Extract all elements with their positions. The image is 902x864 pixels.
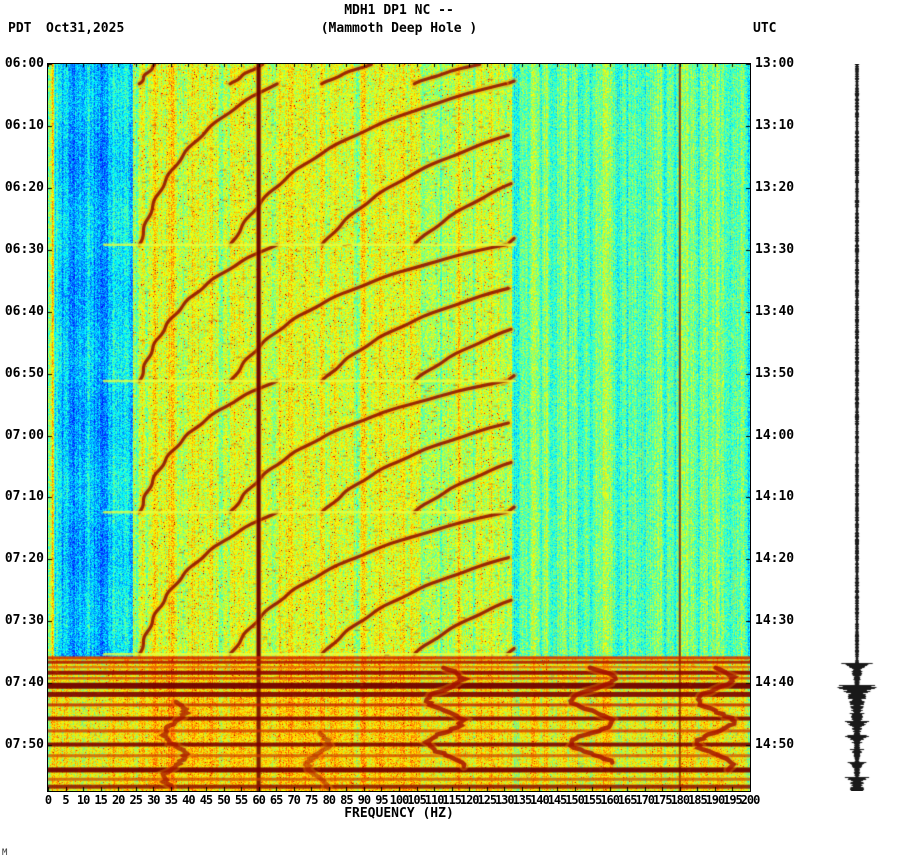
time-tick-label-pdt: 06:10 <box>4 117 44 133</box>
freq-tick-label: 130 <box>494 793 515 807</box>
freq-tick-label: 190 <box>705 793 726 807</box>
time-tick-label-utc: 14:40 <box>755 675 795 691</box>
freq-tick-label: 120 <box>459 793 480 807</box>
time-tick-label-pdt: 06:30 <box>4 241 44 257</box>
freq-tick-label: 85 <box>340 793 353 807</box>
time-tick-label-utc: 14:00 <box>755 427 795 443</box>
page-subtitle: (Mammoth Deep Hole ) <box>320 21 478 36</box>
freq-tick-label: 115 <box>442 793 462 807</box>
freq-tick-label: 105 <box>407 793 427 807</box>
freq-tick-label: 110 <box>424 793 445 807</box>
timezone-right-label: UTC <box>753 21 777 36</box>
time-tick-label-utc: 13:50 <box>755 365 795 381</box>
time-tick-label-utc: 13:00 <box>755 56 795 71</box>
freq-tick-label: 70 <box>287 793 300 807</box>
freq-tick-label: 140 <box>530 793 550 807</box>
freq-tick-label: 5 <box>62 793 69 807</box>
time-tick-label-utc: 13:40 <box>755 303 795 319</box>
time-tick-label-pdt: 06:00 <box>4 56 44 71</box>
freq-tick-label: 75 <box>305 793 318 807</box>
freq-tick-label: 165 <box>617 793 638 807</box>
corner-mark: M <box>2 848 8 858</box>
time-tick-label-pdt: 07:00 <box>4 427 44 443</box>
time-tick-label-utc: 13:30 <box>755 241 795 257</box>
time-tick-label-pdt: 07:20 <box>4 551 44 567</box>
freq-tick-label: 195 <box>723 793 743 807</box>
page-title: MDH1 DP1 NC -- <box>344 3 454 18</box>
spectrogram-canvas <box>48 64 750 791</box>
freq-tick-label: 125 <box>477 793 497 807</box>
time-tick-label-pdt: 07:10 <box>4 489 44 505</box>
freq-tick-label: 80 <box>322 793 336 807</box>
freq-tick-label: 65 <box>269 793 283 807</box>
freq-tick-label: 200 <box>740 793 761 807</box>
freq-tick-label: 150 <box>565 793 585 807</box>
date-label: Oct31,2025 <box>46 21 125 36</box>
time-tick-label-pdt: 06:20 <box>4 179 44 195</box>
freq-tick-label: 15 <box>94 793 107 807</box>
freq-tick-label: 180 <box>670 793 690 807</box>
freq-tick-label: 0 <box>44 793 52 807</box>
freq-tick-label: 95 <box>375 793 388 807</box>
freq-tick-label: 50 <box>217 793 230 807</box>
freq-tick-label: 25 <box>129 793 143 807</box>
freq-tick-label: 160 <box>600 793 620 807</box>
time-tick-label-pdt: 06:40 <box>4 303 44 319</box>
freq-tick-label: 55 <box>234 793 248 807</box>
freq-tick-label: 10 <box>76 793 90 807</box>
timezone-left-label: PDT <box>8 21 32 36</box>
freq-tick-label: 145 <box>547 793 568 807</box>
freq-tick-label: 135 <box>512 793 533 807</box>
freq-tick-label: 185 <box>688 793 708 807</box>
time-tick-label-utc: 14:10 <box>755 489 795 505</box>
time-tick-label-utc: 14:20 <box>755 551 795 567</box>
freq-tick-label: 30 <box>147 793 160 807</box>
freq-tick-label: 175 <box>652 793 673 807</box>
freq-tick-label: 100 <box>389 793 410 807</box>
freq-tick-label: 20 <box>111 793 125 807</box>
time-tick-label-pdt: 07:30 <box>4 613 44 629</box>
x-axis-title: FREQUENCY (HZ) <box>344 806 454 821</box>
time-tick-label-pdt: 06:50 <box>4 365 44 381</box>
freq-tick-label: 40 <box>182 793 195 807</box>
freq-tick-label: 60 <box>252 793 265 807</box>
seismogram-canvas <box>835 64 879 791</box>
spectrogram-plot-frame <box>47 63 751 792</box>
time-tick-label-pdt: 07:40 <box>4 675 44 691</box>
time-tick-label-utc: 13:20 <box>755 179 795 195</box>
freq-tick-label: 170 <box>635 793 655 807</box>
time-tick-label-utc: 13:10 <box>755 117 795 133</box>
time-tick-label-pdt: 07:50 <box>4 737 44 753</box>
freq-tick-label: 155 <box>582 793 603 807</box>
freq-tick-label: 90 <box>357 793 371 807</box>
freq-tick-label: 45 <box>199 793 213 807</box>
freq-tick-label: 35 <box>164 793 178 807</box>
time-tick-label-utc: 14:50 <box>755 737 795 753</box>
time-tick-label-utc: 14:30 <box>755 613 795 629</box>
